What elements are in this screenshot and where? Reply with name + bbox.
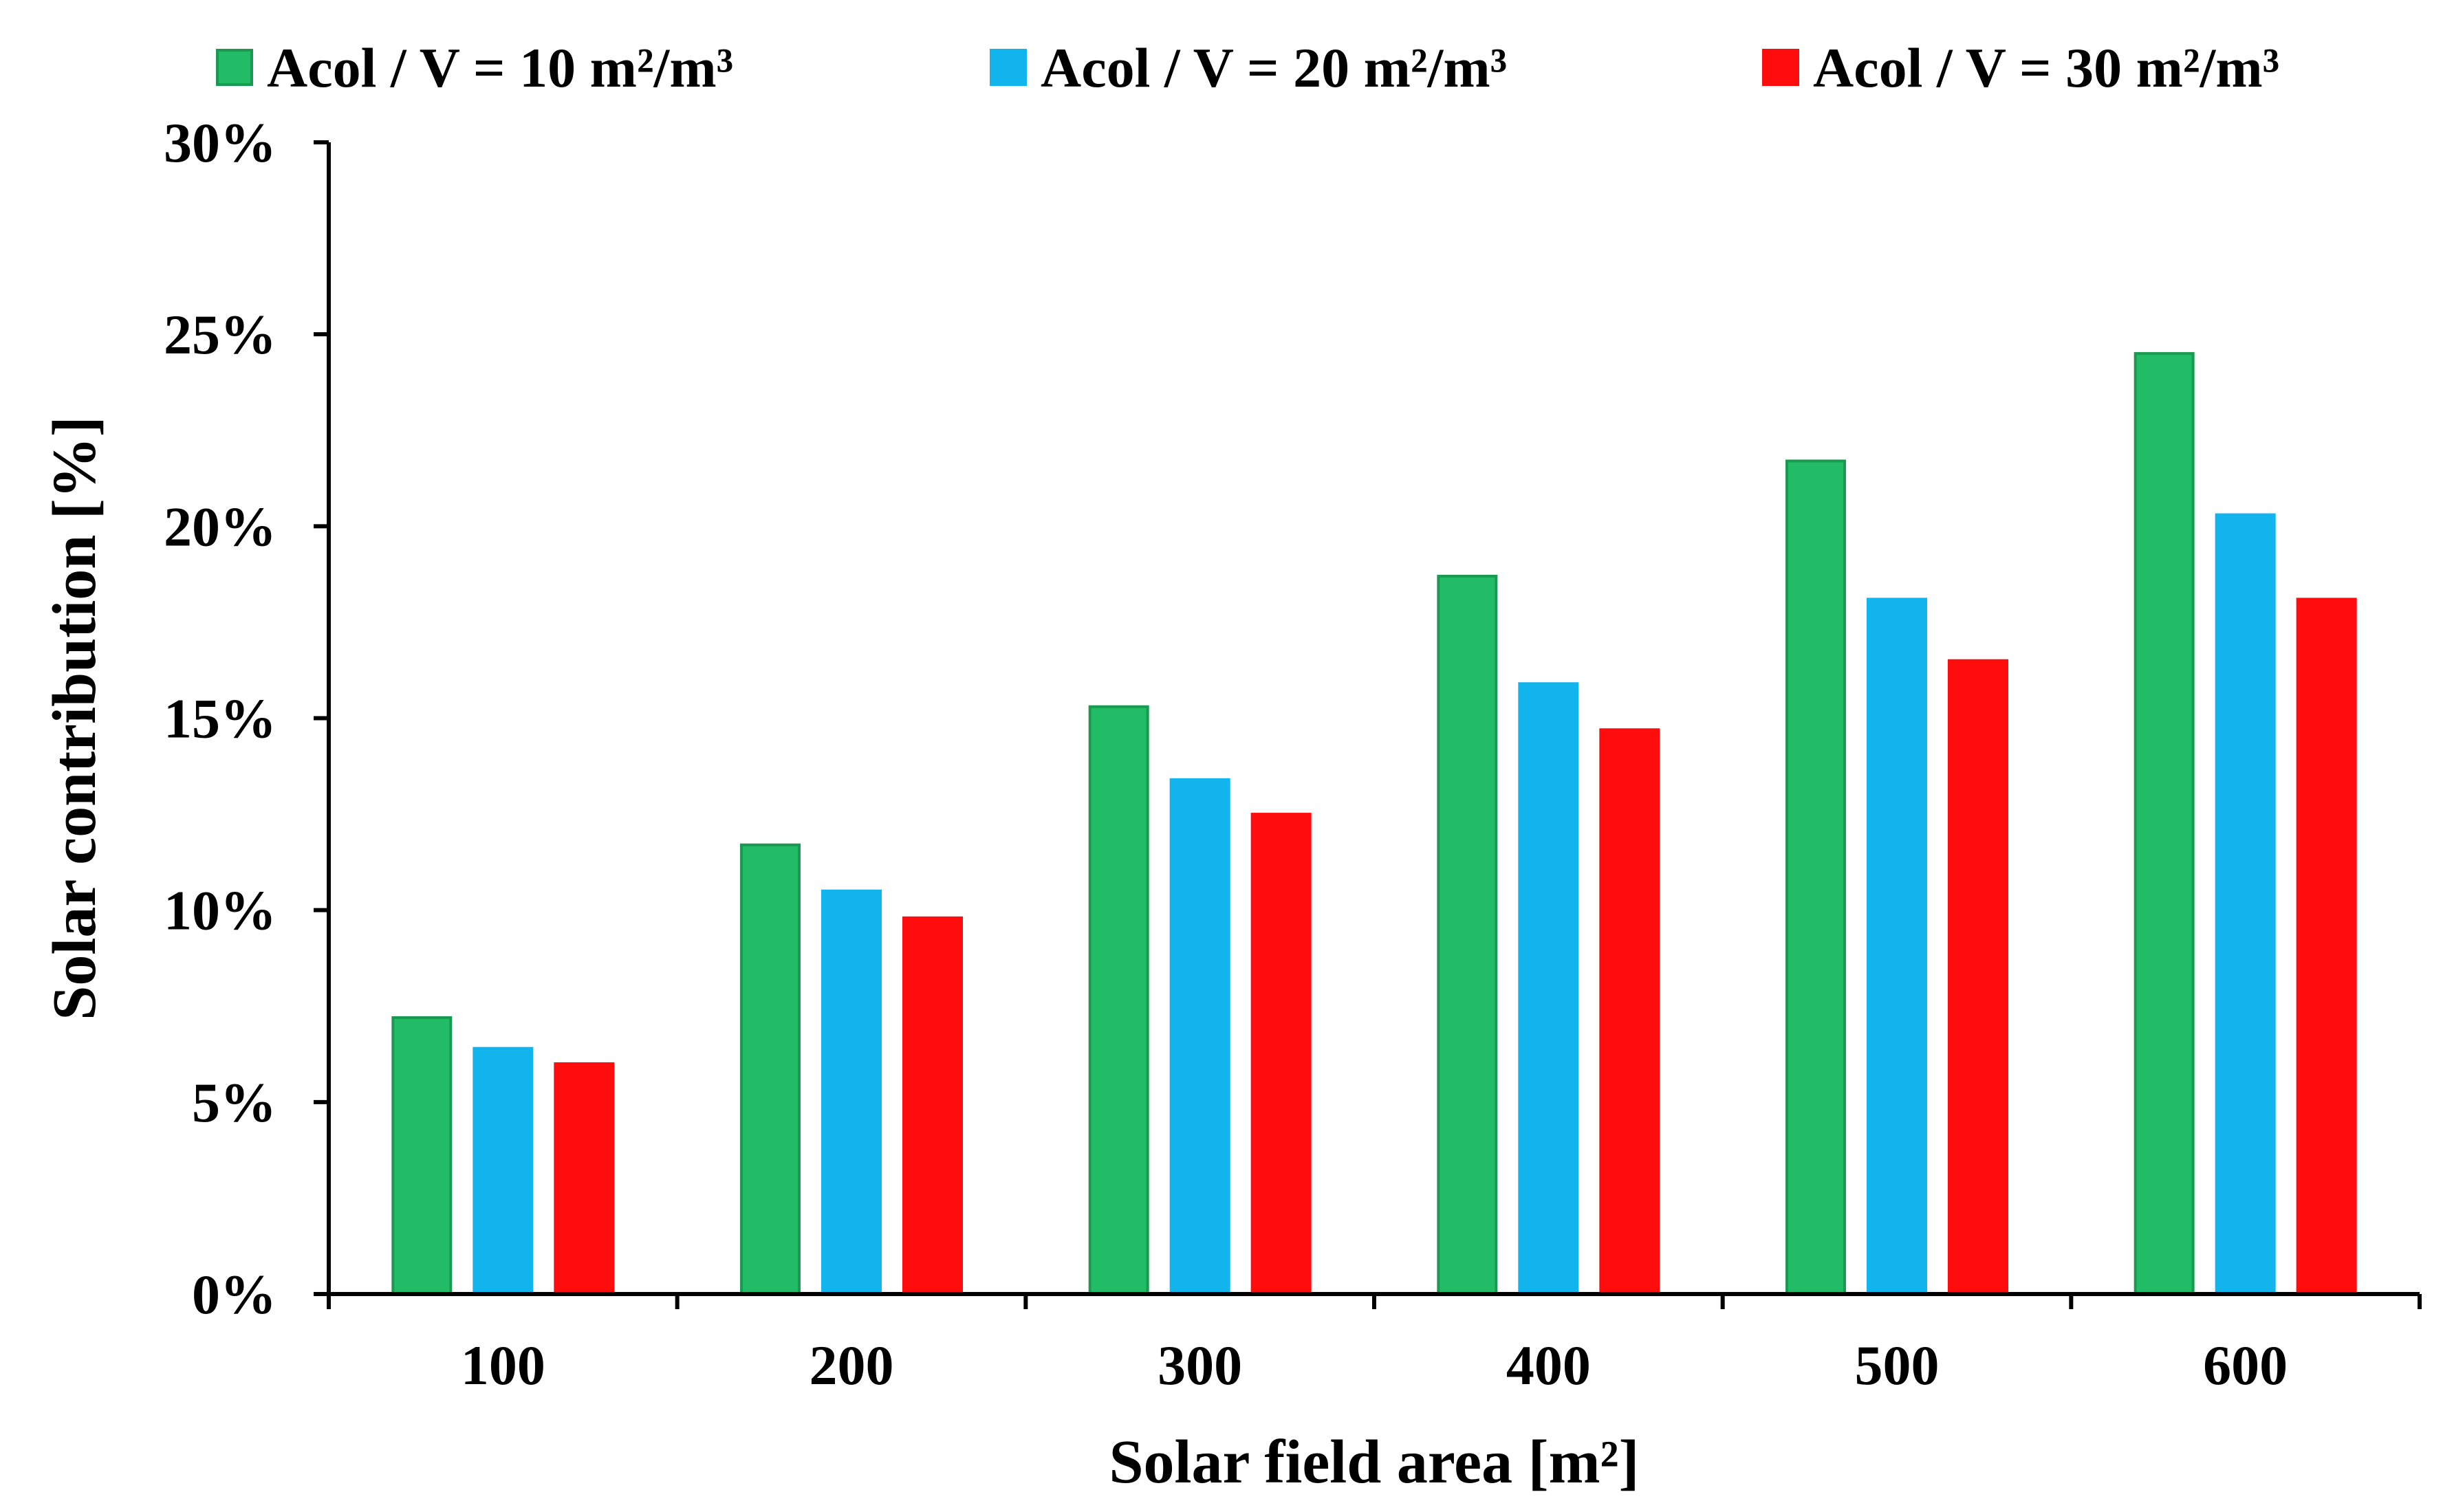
bar-series-1-600 <box>2133 352 2195 1295</box>
bar-series-1-100 <box>391 1016 453 1295</box>
x-tick-label: 600 <box>2203 1334 2288 1396</box>
bar-series-3-100 <box>554 1062 615 1295</box>
y-tick-label: 15% <box>164 688 276 750</box>
bar-series-1-200 <box>740 843 801 1295</box>
bar-series-1-300 <box>1088 705 1149 1295</box>
legend-label-2: Acol / V = 20 m²/m³ <box>1041 36 1507 99</box>
bar-series-1-400 <box>1437 574 1498 1296</box>
bar-series-1-500 <box>1785 459 1846 1296</box>
bar-series-2-300 <box>1169 778 1230 1296</box>
bars <box>391 352 2357 1296</box>
y-tick-label: 30% <box>164 111 276 174</box>
legend-swatch-2 <box>990 49 1027 86</box>
y-tick-label: 20% <box>164 495 276 558</box>
x-axis-ticks: 100 200 300 400 500 600 <box>327 1294 2422 1396</box>
y-tick-label: 10% <box>164 879 276 942</box>
legend-label-1: Acol / V = 10 m²/m³ <box>267 36 733 99</box>
legend-swatch-1 <box>216 49 253 86</box>
bar-series-3-200 <box>902 916 963 1296</box>
bar-series-3-600 <box>2296 598 2357 1295</box>
y-tick-label: 25% <box>164 303 276 366</box>
y-tick-label: 5% <box>192 1071 276 1134</box>
x-tick-label: 500 <box>1855 1334 1940 1396</box>
bar-series-2-200 <box>821 889 882 1295</box>
y-axis-ticks: 0% 5% 10% 15% 20% 25% 30% <box>164 111 329 1326</box>
legend-label-3: Acol / V = 30 m²/m³ <box>1813 36 2279 99</box>
bar-series-2-100 <box>473 1047 534 1295</box>
bar-series-3-500 <box>1948 659 2008 1295</box>
legend: Acol / V = 10 m²/m³ Acol / V = 20 m²/m³ Ac… <box>216 36 2279 99</box>
x-tick-label: 300 <box>1158 1334 1242 1396</box>
bar-series-3-300 <box>1250 813 1312 1296</box>
bar-series-2-400 <box>1518 682 1579 1295</box>
x-tick-label: 400 <box>1506 1334 1591 1396</box>
bar-series-2-600 <box>2215 513 2276 1295</box>
bar-series-2-500 <box>1867 598 1927 1295</box>
x-tick-label: 100 <box>461 1334 545 1396</box>
bar-series-3-400 <box>1599 728 1660 1295</box>
legend-swatch-3 <box>1762 49 1799 86</box>
y-axis-title: Solar contribution [%] <box>41 416 109 1020</box>
x-tick-label: 200 <box>810 1334 894 1396</box>
x-axis-title: Solar field area [m²] <box>1109 1428 1639 1496</box>
y-tick-label: 0% <box>192 1263 276 1326</box>
